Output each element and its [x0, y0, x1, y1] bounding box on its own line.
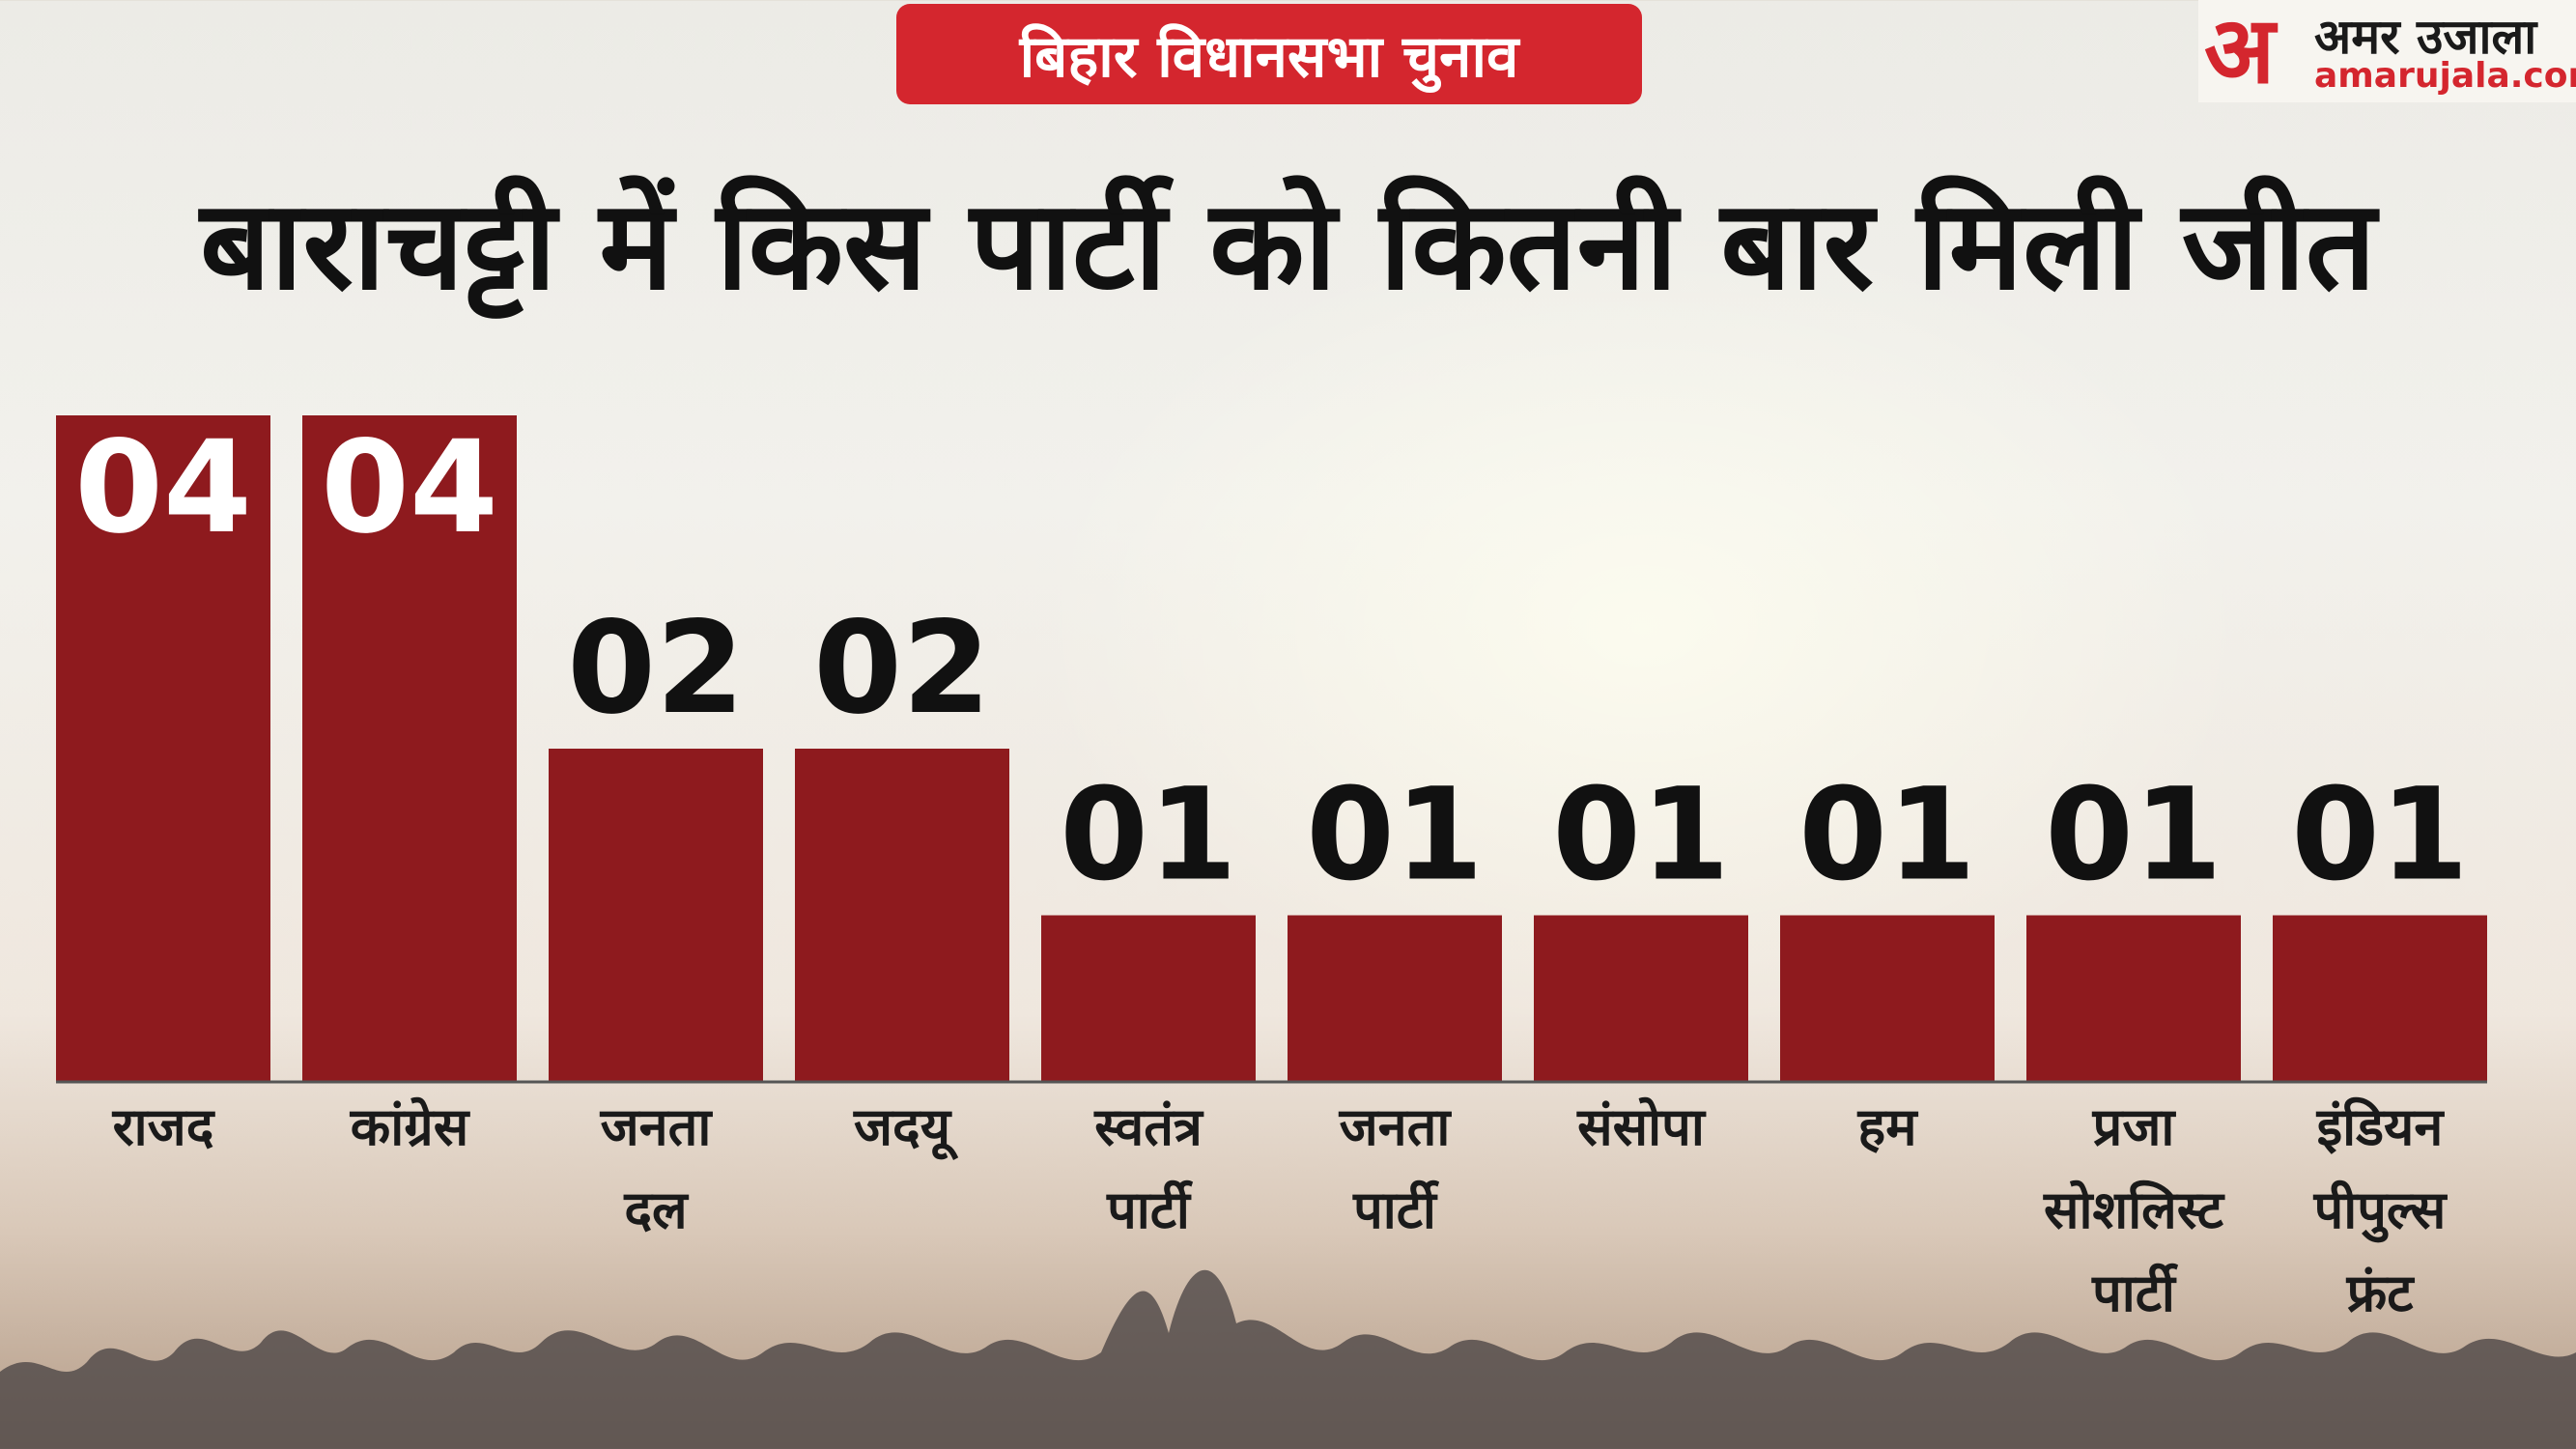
logo-name: अमर उजाला: [2314, 9, 2537, 65]
value-label-2: 04: [321, 413, 498, 562]
category-label-2-line-1: कांग्रेस: [350, 1096, 471, 1157]
value-label-9: 01: [2045, 761, 2222, 910]
category-label-7-line-1: संसोपा: [1576, 1096, 1707, 1157]
value-label-1: 04: [74, 413, 252, 562]
value-label-5: 01: [1060, 761, 1237, 910]
value-label-3: 02: [567, 594, 745, 743]
section-badge: बिहार विधानसभा चुनाव: [896, 4, 1642, 104]
category-label-9-line-1: प्रजा: [2092, 1096, 2177, 1157]
value-label-10: 01: [2291, 761, 2469, 910]
category-label-6-line-1: जनता: [1339, 1096, 1453, 1157]
category-label-3-line-2: दल: [623, 1179, 690, 1240]
category-label-8-line-1: हम: [1857, 1096, 1919, 1157]
bar-6: [1288, 915, 1502, 1082]
value-label-7: 01: [1552, 761, 1730, 910]
value-label-4: 02: [813, 594, 991, 743]
bar-1: [56, 415, 270, 1082]
category-label-5-line-1: स्वतंत्र: [1093, 1096, 1204, 1157]
bar-10: [2273, 915, 2487, 1082]
brand-logo[interactable]: अ अमर उजाला amarujala.com: [2198, 0, 2576, 102]
category-label-3-line-1: जनता: [600, 1096, 714, 1157]
value-label-8: 01: [1798, 761, 1976, 910]
chart-title: बाराचट्टी में किस पार्टी को कितनी बार मि…: [200, 174, 2376, 318]
category-label-6-line-2: पार्टी: [1352, 1179, 1440, 1240]
category-label-5-line-2: पार्टी: [1106, 1179, 1194, 1240]
category-label-1-line-1: राजद: [112, 1096, 216, 1157]
category-label-10-line-1: इंडियन: [2316, 1096, 2446, 1157]
category-label-4-line-1: जदयू: [853, 1096, 959, 1160]
bar-3: [549, 749, 763, 1082]
bar-5: [1041, 915, 1256, 1082]
category-label-9-line-2: सोशलिस्ट: [2043, 1179, 2225, 1240]
logo-site: amarujala.com: [2314, 56, 2576, 96]
bar-8: [1780, 915, 1995, 1082]
bar-7: [1534, 915, 1748, 1082]
bar-4: [795, 749, 1009, 1082]
bar-2: [302, 415, 517, 1082]
category-label-9-line-3: पार्टी: [2091, 1263, 2179, 1323]
bar-9: [2026, 915, 2241, 1082]
category-label-10-line-3: फ्रंट: [2346, 1263, 2416, 1323]
value-label-6: 01: [1306, 761, 1484, 910]
crowd-silhouette: [0, 1269, 2576, 1449]
logo-mark: अ: [2204, 0, 2276, 104]
category-label-10-line-2: पीपुल्स: [2313, 1179, 2449, 1243]
